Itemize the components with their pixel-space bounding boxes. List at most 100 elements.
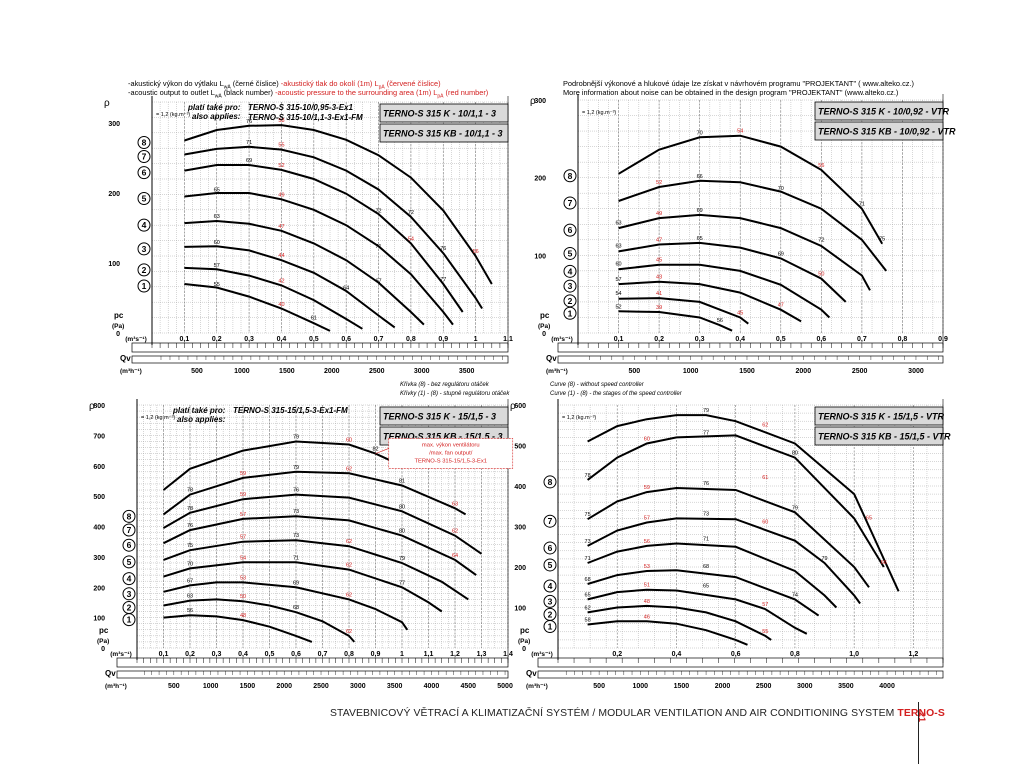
noise-label-black: 52: [615, 304, 621, 310]
noise-label-black: 69: [697, 208, 703, 214]
curve-number-text: 7: [568, 198, 573, 208]
curve-6: [184, 164, 464, 313]
y-axis-label: pc: [540, 311, 550, 320]
noise-label-black: 68: [703, 564, 709, 570]
curve-number-4: 4: [543, 579, 557, 593]
noise-label-black: 79: [703, 408, 709, 414]
curve-number-text: 6: [548, 543, 553, 553]
curve-2: [184, 266, 363, 330]
noise-label-red: 55: [278, 143, 284, 149]
projektant-note-en: More information about noise can be obta…: [563, 88, 899, 97]
noise-label-red: 56: [473, 249, 479, 255]
x2-tick-label: 5000: [497, 683, 513, 690]
curve-number-text: 8: [568, 171, 573, 181]
y-tick-label: 0: [116, 331, 120, 338]
x-tick-label: 0,1: [614, 336, 624, 343]
y-tick-label: 300: [534, 98, 546, 105]
curve-1: [618, 310, 733, 332]
noise-label-black: 56: [717, 318, 723, 324]
curve-number-7: 7: [563, 196, 577, 210]
x2-tick-label: 500: [593, 683, 605, 690]
curve-number-circle: [543, 514, 557, 528]
curve-number-8: 8: [563, 169, 577, 183]
x2-tick-label: 1500: [674, 683, 690, 690]
x-tick-label: 0,2: [654, 336, 664, 343]
curve-number-circle: [563, 264, 577, 278]
noise-label-black: 72: [375, 208, 381, 214]
curve-number-circle: [543, 594, 557, 608]
x2-tick-label: 500: [628, 368, 640, 375]
noise-label-black: 55: [214, 282, 220, 288]
curve-number-text: 6: [127, 540, 132, 550]
x2-scale-bar: [116, 670, 509, 679]
curve-7: [618, 179, 887, 272]
chart-title: TERNO-S 315 K - 10/0,92 - VTR: [818, 107, 950, 117]
noise-label-black: 54: [615, 291, 621, 297]
curve-8: [618, 134, 884, 245]
noise-label-red: 45: [737, 310, 743, 316]
curve-5: [163, 539, 469, 601]
noise-label-black: 77: [399, 580, 405, 586]
chart-title: TERNO-S 315 K - 15/1,5 - 3: [383, 412, 496, 422]
density-label: = 1,2 (kg.m⁻³): [156, 112, 190, 118]
curve-number-text: 4: [142, 220, 147, 230]
chart-title: TERNO-S 315 KB - 10/1,1 - 3: [383, 129, 503, 139]
curve-number-3: 3: [122, 587, 136, 601]
chart-title: TERNO-S 315 K - 10/1,1 - 3: [383, 109, 496, 119]
x2-tick-label: 2000: [715, 683, 731, 690]
curve-number-text: 5: [568, 248, 573, 258]
curve-number-4: 4: [563, 264, 577, 278]
chart-title: TERNO-S 315 K - 15/1,5 - VTR: [818, 412, 945, 422]
y-tick-label: 200: [93, 585, 105, 592]
noise-legend-line1: -akustický výkon do výtlaku LwA (černé č…: [128, 79, 441, 91]
x-tick-label: 0,8: [790, 651, 800, 658]
x-axis-label: Qv: [120, 354, 131, 363]
curve-number-5: 5: [137, 192, 151, 205]
curve-3: [618, 280, 802, 323]
noise-label-black: 68: [585, 577, 591, 583]
x-axis-label: Qv: [526, 669, 537, 678]
curve-1: [163, 614, 313, 643]
x-axis-label: Qv: [546, 354, 557, 363]
y-unit-label: (Pa): [518, 638, 530, 645]
x2-tick-label: 4500: [460, 683, 476, 690]
noise-label-black: 60: [615, 262, 621, 268]
chart-title: TERNO-S 315 KB - 15/1,5 - VTR: [818, 432, 951, 442]
curve-8: [184, 124, 493, 285]
x2-tick-label: 2500: [369, 368, 385, 375]
noise-label-red: 54: [737, 129, 743, 135]
curve-number-circle: [122, 587, 136, 601]
noise-label-black: 65: [697, 236, 703, 242]
curve-number-text: 2: [568, 296, 573, 306]
curve-7: [184, 145, 483, 310]
x-tick-label: 1,2: [909, 651, 919, 658]
x2-tick-label: 1500: [240, 683, 256, 690]
x-tick-label: 0,4: [672, 651, 682, 658]
curve-number-circle: [122, 509, 136, 523]
curve-5: [618, 241, 847, 303]
x2-scale-bar: [537, 670, 944, 679]
title-box: [814, 121, 944, 141]
curve-number-text: 8: [142, 138, 147, 148]
noise-label-red: 47: [656, 237, 662, 243]
y-tick-label: 100: [514, 606, 526, 613]
y-tick-label: 500: [514, 444, 526, 451]
curve-2: [618, 297, 749, 325]
curve-number-1: 1: [137, 279, 151, 293]
curve-1: [184, 283, 331, 332]
x-unit-label: (m³s⁻¹): [110, 651, 131, 658]
curve-5: [184, 192, 454, 326]
noise-label-red: 57: [240, 535, 246, 541]
noise-label-black: 78: [187, 506, 193, 512]
rho-symbol: ρ: [104, 98, 110, 109]
x-unit-label: (m³s⁻¹): [531, 651, 552, 658]
curve-number-circle: [563, 279, 577, 293]
y-unit-label: (Pa): [97, 638, 109, 645]
curve-number-7: 7: [543, 514, 557, 528]
noise-label-black: 64: [343, 285, 349, 291]
noise-label-red: 51: [644, 583, 650, 589]
curve-number-circle: [137, 279, 151, 293]
curve-legend-en-1: Curve (8) - without speed controller: [550, 382, 644, 388]
noise-label-black: 71: [859, 202, 865, 208]
curve-4: [163, 561, 443, 613]
